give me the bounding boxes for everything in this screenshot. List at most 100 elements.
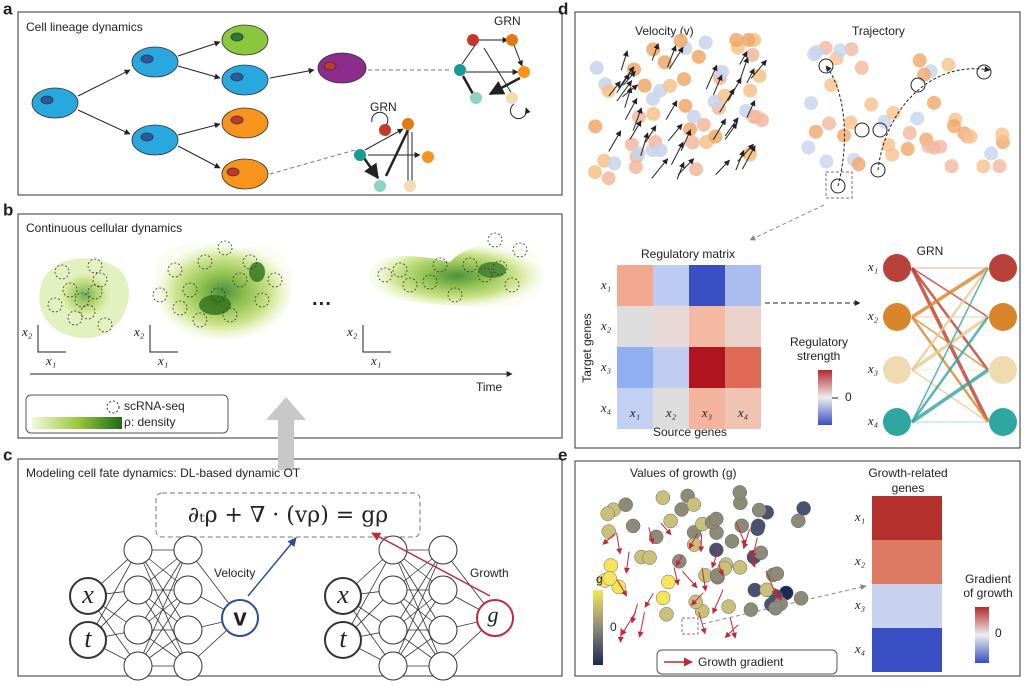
cell	[753, 545, 769, 561]
gradient-arrow	[717, 564, 724, 576]
network-label: Velocity	[214, 566, 255, 580]
neuron	[173, 535, 203, 565]
gene-node	[989, 408, 1017, 436]
cell	[655, 590, 671, 606]
heatmap-cell	[689, 388, 725, 429]
gradient-arrow	[616, 579, 628, 597]
panel-title: Modeling cell fate dynamics: DL-based dy…	[26, 466, 301, 480]
input-node-label: t	[339, 624, 347, 653]
cell	[807, 47, 822, 62]
cell	[601, 524, 616, 539]
trajectory-point	[976, 64, 992, 80]
velocity-arrow	[618, 66, 635, 89]
cell	[885, 147, 900, 162]
cell	[933, 139, 948, 154]
gradient-arrow	[623, 551, 630, 574]
legend-text: scRNA-seq	[124, 399, 185, 413]
cell	[821, 116, 836, 131]
cell	[808, 124, 823, 139]
time-label: Time	[476, 380, 503, 394]
trajectory	[825, 65, 845, 187]
gradient-arrow	[749, 550, 757, 568]
neuron	[173, 651, 203, 681]
cell	[902, 126, 917, 141]
legend-text: Growth gradient	[698, 655, 784, 669]
colorbar-label: g	[596, 572, 603, 586]
velocity-arrow	[645, 125, 657, 143]
col-label: x₂	[665, 405, 677, 420]
scrna-cell	[267, 272, 283, 288]
cell	[886, 105, 901, 120]
gradient-arrow	[698, 611, 707, 635]
cell	[791, 513, 806, 529]
cell	[751, 502, 767, 518]
cell	[663, 513, 678, 529]
gradient-arrow	[617, 628, 624, 643]
scrna-cell	[477, 267, 493, 283]
cell	[819, 154, 834, 169]
plot-title: Growth-related	[868, 466, 947, 480]
cell	[714, 64, 729, 79]
cell	[917, 67, 932, 82]
legend-text: ρ: density	[124, 415, 176, 429]
edge	[392, 549, 444, 667]
gene-node	[883, 254, 911, 282]
panel-label: a	[3, 0, 13, 18]
scrna-cell	[377, 267, 393, 283]
velocity-arrow	[727, 77, 742, 101]
cell	[691, 49, 706, 64]
gene-node	[989, 356, 1017, 384]
scrna-cell	[182, 282, 198, 298]
neuron	[123, 535, 153, 565]
axis-label: x₂	[133, 324, 145, 339]
input-node-label: x	[336, 580, 349, 609]
cell	[698, 35, 713, 50]
cell	[688, 594, 703, 610]
density-blobs	[39, 242, 544, 341]
cell	[655, 490, 671, 505]
cell	[995, 127, 1010, 142]
cell	[946, 119, 961, 134]
velocity-arrow	[750, 59, 767, 79]
neuron	[428, 651, 458, 681]
flow-arrow	[266, 397, 306, 470]
plot-title: Trajectory	[852, 24, 905, 38]
colorbar-title: Regulatory	[790, 335, 848, 349]
gene-node	[989, 254, 1017, 282]
neuron	[221, 599, 259, 637]
grn-edge	[911, 368, 989, 424]
cell	[625, 518, 641, 534]
edge	[137, 549, 189, 667]
colorbar-tick: 0	[845, 390, 852, 404]
cell	[843, 115, 858, 130]
velocity-scatter	[588, 33, 1010, 194]
velocity-arrow	[676, 161, 685, 180]
cell	[743, 83, 758, 98]
axis-label: Target genes	[580, 313, 594, 382]
trajectory-point	[830, 178, 846, 194]
panel-label: e	[558, 445, 567, 464]
gene-cell	[872, 584, 942, 628]
cell	[682, 122, 697, 137]
grn-edge	[910, 267, 990, 371]
cell	[944, 159, 959, 174]
col-label: x₁	[629, 405, 640, 420]
cell	[750, 518, 766, 534]
colorbar-tick: 0	[995, 626, 1002, 640]
velocity-arrow	[608, 80, 621, 97]
cell	[646, 106, 661, 121]
cell	[864, 97, 879, 112]
scrna-cell	[392, 262, 408, 278]
edge	[137, 549, 189, 631]
grn-network	[454, 34, 531, 120]
scrna-cell	[402, 277, 418, 293]
neural-networks	[69, 535, 514, 681]
gradient-arrow	[637, 612, 645, 638]
cell	[804, 96, 819, 111]
gene-node	[883, 303, 911, 331]
velocity-arrow	[666, 45, 677, 68]
scrna-cell	[192, 312, 208, 328]
cell	[631, 109, 646, 124]
legend-gradient	[32, 417, 122, 429]
cell	[910, 111, 925, 126]
